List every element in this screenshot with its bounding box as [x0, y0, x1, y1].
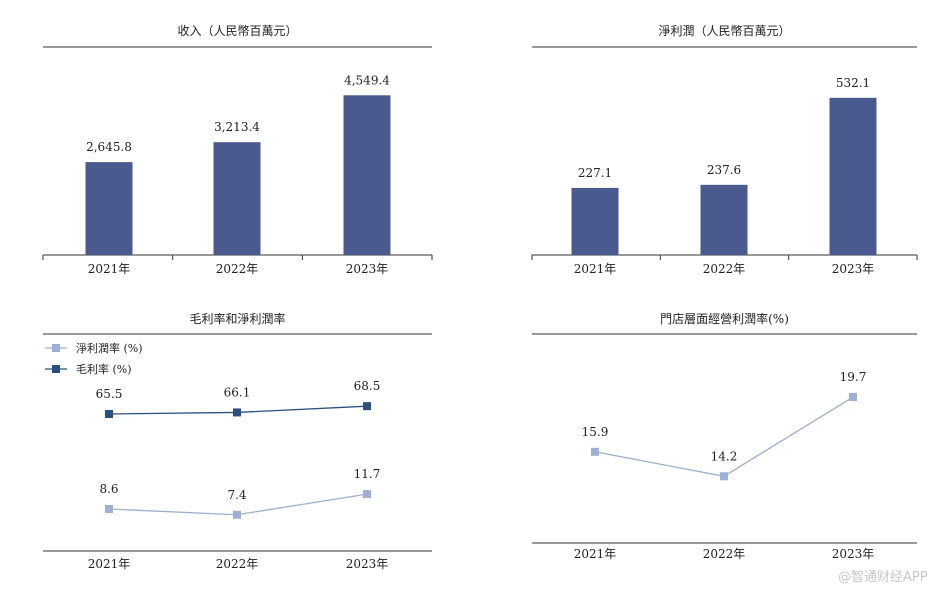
margins-tick-label-3: 2023年	[346, 557, 389, 571]
margins-series-2-point-2	[233, 408, 241, 417]
margins-series-2-value-label-3: 68.5	[354, 379, 381, 393]
legend-label-1: 淨利潤率 (%)	[76, 341, 143, 355]
net-profit-tick-label-3: 2023年	[832, 262, 875, 276]
margins-series-1-point-3	[363, 490, 371, 499]
margins-title: 毛利率和淨利潤率	[189, 311, 285, 326]
store-margin-series-1-value-label-1: 15.9	[582, 425, 609, 439]
store-margin-tick-label-3: 2023年	[832, 547, 875, 561]
revenue-tick-label-2: 2022年	[216, 262, 259, 276]
net-profit-title: 淨利潤（人民幣百萬元）	[658, 24, 790, 38]
store-margin-series-1-line	[594, 396, 854, 477]
net-profit-chart: 淨利潤（人民幣百萬元） 227.1 2021年 237.6 2022年 532.1 2023…	[531, 24, 918, 276]
store-margin-series-1-value-label-3: 19.7	[840, 370, 867, 384]
store-margin-series-1-point-1	[591, 447, 599, 456]
store-margin-series-1-point-2	[720, 472, 728, 481]
store-margin-chart: 門店層面經營利潤率(%) 2021年 2022年 2023年 15.9 14.2 19.7	[532, 311, 917, 561]
watermark: @智通财经APP	[838, 570, 928, 585]
store-margin-series-1-value-label-2: 14.2	[711, 449, 738, 463]
net-profit-bar-2	[700, 184, 748, 255]
margins-series-2-value-label-2: 66.1	[224, 385, 251, 399]
net-profit-bar-3	[829, 97, 877, 256]
margins-chart: 毛利率和淨利潤率 2021年 2022年 2023年 8.6 7.4 11.7 65.5 66.…	[43, 311, 432, 571]
margins-series-2-point-1	[105, 410, 113, 418]
margins-tick-label-2: 2022年	[216, 557, 259, 571]
revenue-value-label-3: 4,549.4	[344, 73, 390, 87]
margins-series-2-point-3	[363, 402, 371, 411]
margins-tick-label-1: 2021年	[88, 557, 131, 571]
legend-marker-2	[52, 365, 60, 373]
revenue-bar-1	[85, 162, 133, 255]
net-profit-tick-label-1: 2021年	[574, 262, 617, 276]
store-margin-series-1-point-3	[849, 393, 857, 402]
legend-label-2: 毛利率 (%)	[76, 362, 132, 376]
margins-series-1-value-label-1: 8.6	[99, 482, 118, 496]
revenue-chart: 收入（人民幣百萬元） 2,645.8 2021年 3,213.4 2022年 4,549.…	[42, 24, 433, 276]
revenue-bar-2	[213, 142, 261, 255]
revenue-tick-label-3: 2023年	[346, 262, 389, 276]
margins-series-1-value-label-3: 11.7	[354, 467, 381, 481]
net-profit-value-label-3: 532.1	[836, 76, 870, 90]
revenue-bar-3	[343, 95, 391, 255]
margins-series-1-point-1	[105, 505, 113, 513]
net-profit-value-label-2: 237.6	[707, 163, 741, 177]
revenue-value-label-1: 2,645.8	[86, 140, 132, 154]
net-profit-tick-label-2: 2022年	[703, 262, 746, 276]
revenue-title: 收入（人民幣百萬元）	[177, 24, 297, 38]
margins-series-2-value-label-1: 65.5	[96, 387, 123, 401]
net-profit-value-label-1: 227.1	[578, 166, 612, 180]
revenue-value-label-2: 3,213.4	[214, 120, 260, 134]
net-profit-bar-1	[571, 187, 619, 255]
store-margin-tick-label-2: 2022年	[703, 547, 746, 561]
store-margin-tick-label-1: 2021年	[574, 547, 617, 561]
legend-marker-1	[52, 344, 60, 352]
store-margin-title: 門店層面經營利潤率(%)	[660, 311, 789, 326]
margins-series-1-point-2	[233, 510, 241, 519]
revenue-tick-label-1: 2021年	[88, 262, 131, 276]
margins-series-1-value-label-2: 7.4	[227, 488, 246, 502]
